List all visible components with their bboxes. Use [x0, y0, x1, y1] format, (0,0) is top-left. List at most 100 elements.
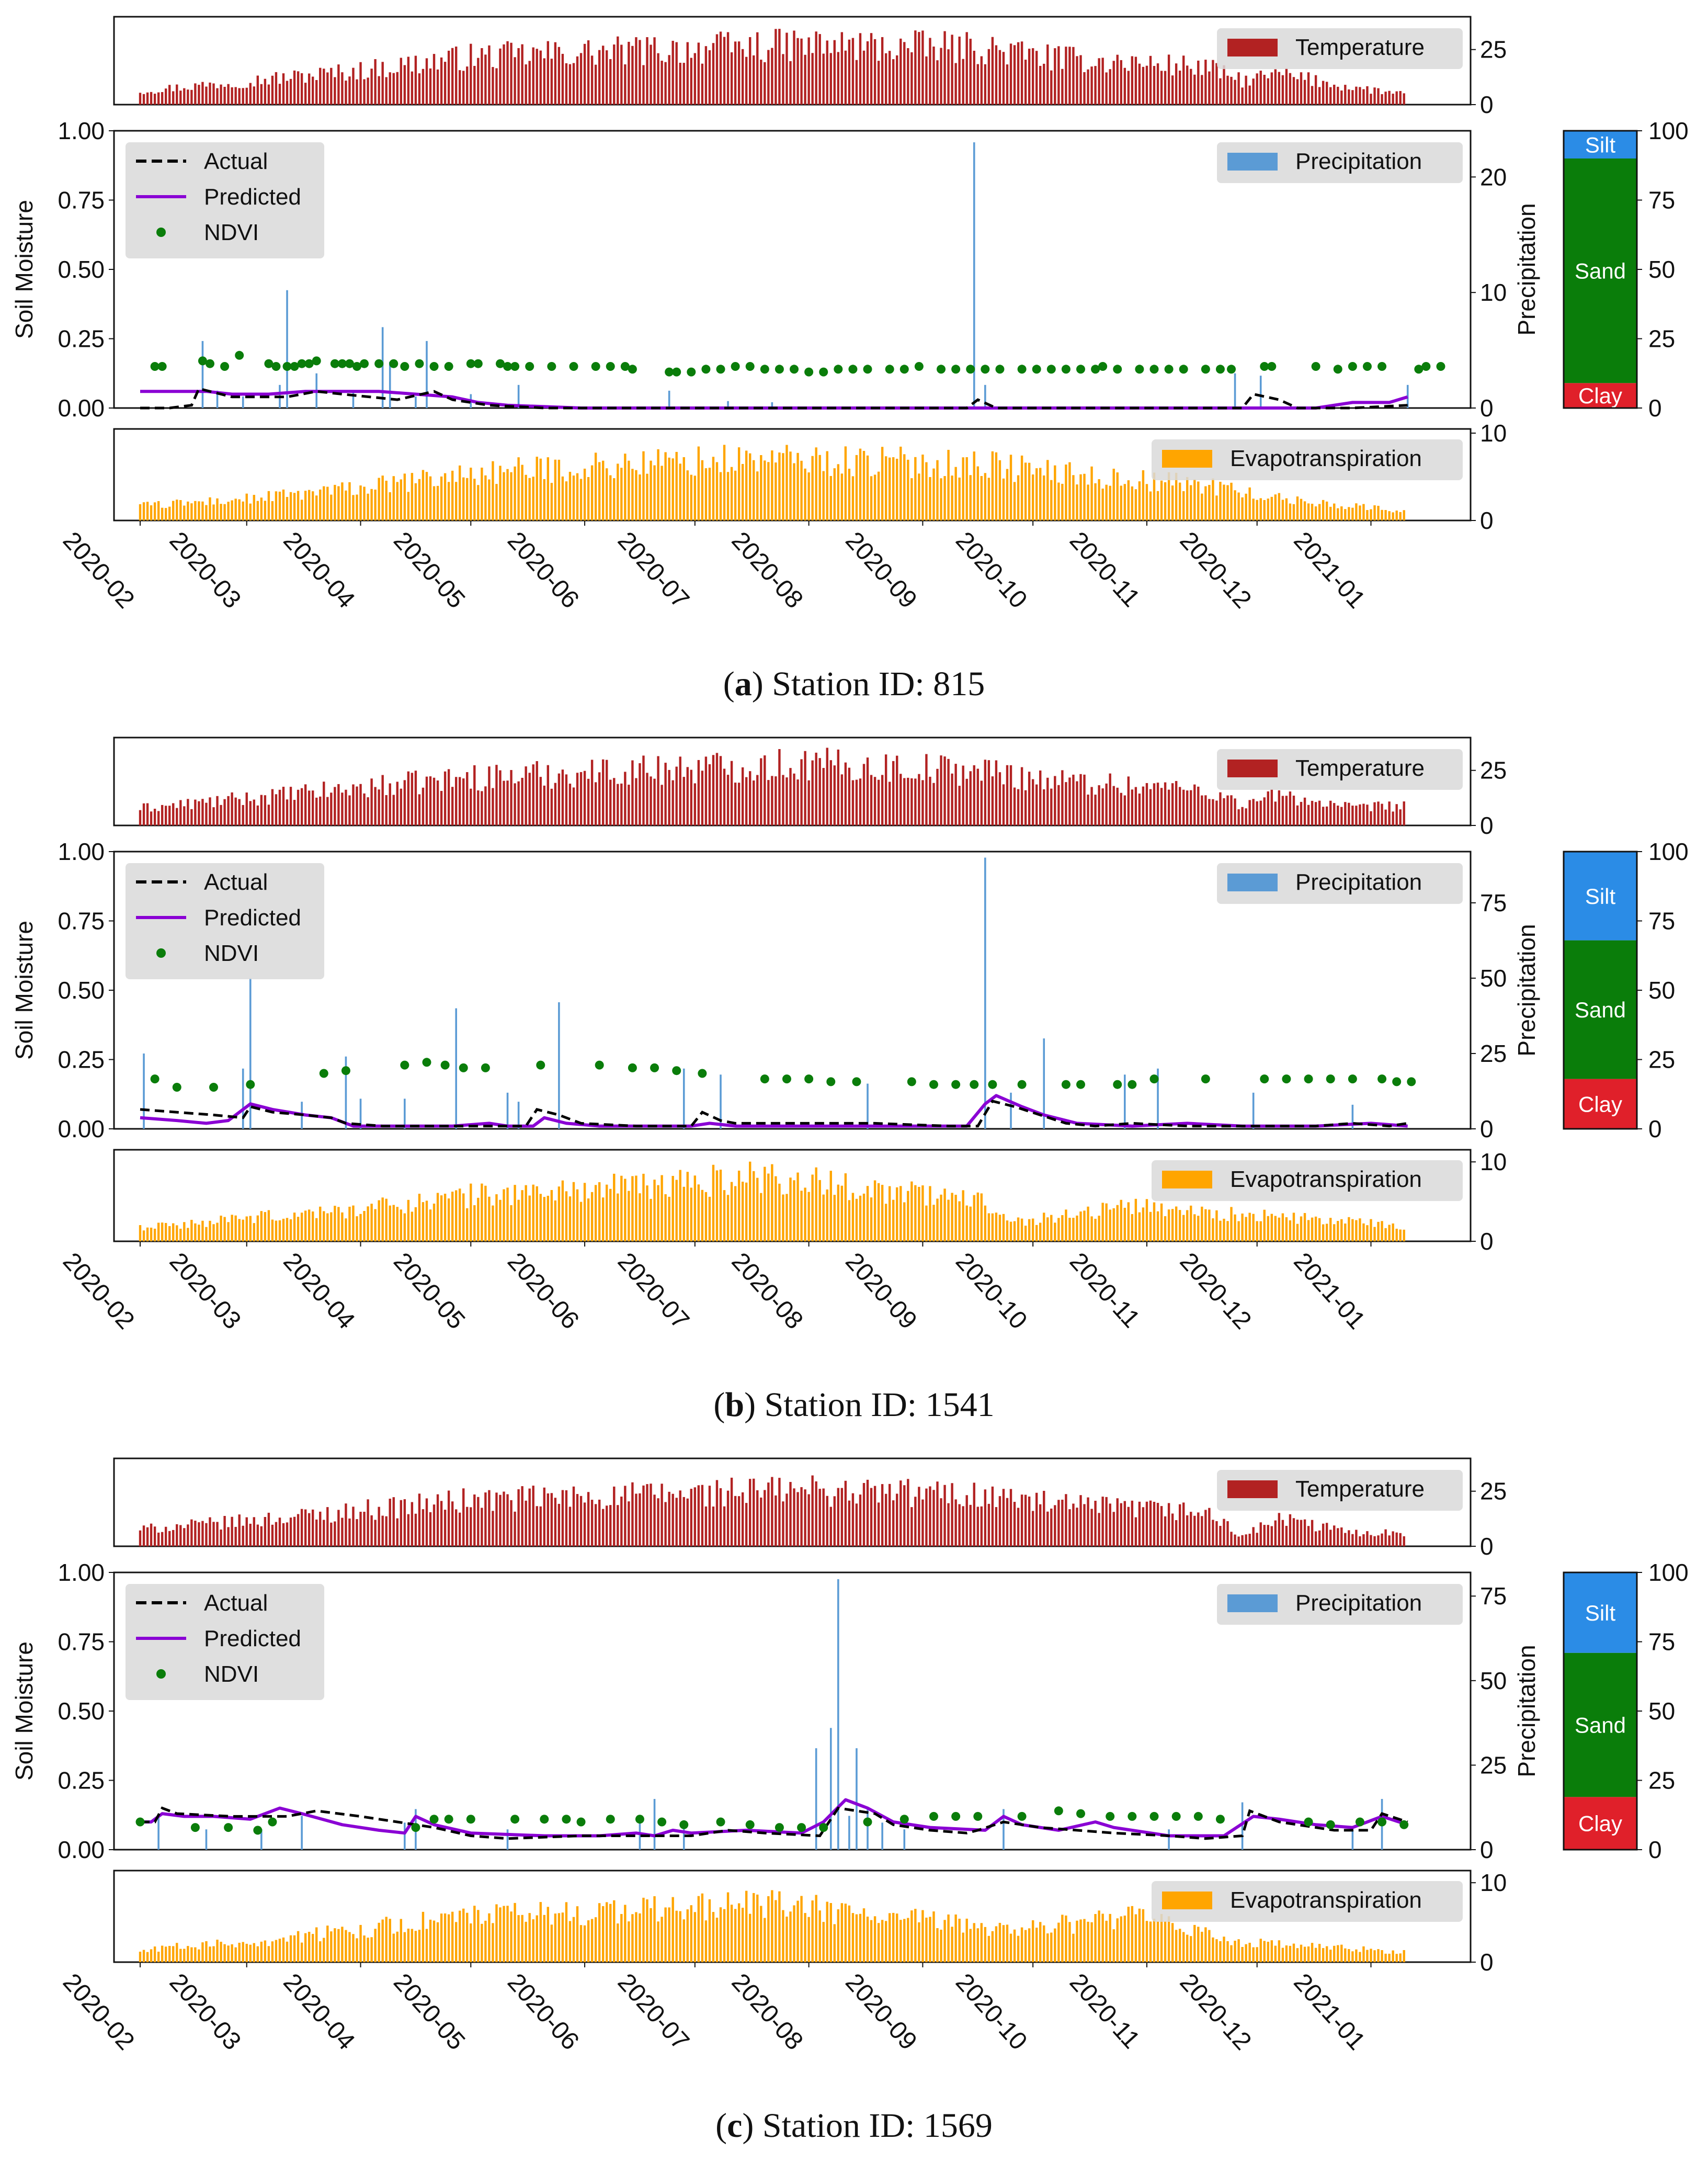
temperature-bar [1160, 788, 1163, 825]
evapotranspiration-bar [253, 1943, 255, 1962]
temperature-bar [561, 769, 564, 825]
evapotranspiration-bar [984, 1205, 987, 1241]
temperature-bar [1208, 799, 1211, 825]
evapotranspiration-bar [613, 478, 616, 520]
evapotranspiration-bar [1395, 511, 1398, 520]
temperature-bar [708, 50, 711, 105]
evapotranspiration-bar [1362, 1223, 1365, 1241]
evapotranspiration-bar [1337, 1945, 1339, 1962]
temperature-bar [929, 38, 931, 105]
temperature-bar [1259, 800, 1262, 825]
ndvi-point [360, 359, 369, 368]
evapotranspiration-bar [753, 460, 755, 520]
temperature-bar [1197, 786, 1200, 825]
temperature-bar [1083, 72, 1086, 105]
soil-texture-silt-label: Silt [1585, 1601, 1616, 1625]
evapotranspiration-bar [925, 1917, 928, 1962]
temperature-bar [1020, 767, 1023, 825]
precipitation-bar [216, 390, 219, 408]
temperature-bar [723, 768, 726, 825]
evapotranspiration-bar [1079, 1919, 1082, 1962]
evapotranspiration-bar [613, 1900, 616, 1962]
ndvi-point [389, 359, 398, 368]
temperature-bar [367, 797, 369, 825]
ndvi-point [1304, 1817, 1313, 1827]
evapotranspiration-bar [851, 1913, 855, 1962]
evapotranspiration-bar [367, 1938, 369, 1962]
temperature-bar [1028, 1496, 1031, 1546]
temperature-bar [598, 772, 601, 825]
evapotranspiration-bar [492, 1205, 494, 1241]
temperature-bar [1392, 94, 1394, 105]
temperature-bar [1197, 60, 1200, 105]
temperature-bar [855, 779, 858, 825]
temperature-bar [1087, 69, 1089, 105]
evapotranspiration-bar [209, 1220, 211, 1241]
temperature-bar [675, 42, 678, 105]
temperature-bar [1186, 790, 1189, 825]
evapotranspiration-bar [212, 504, 215, 520]
temperature-bar [231, 1516, 233, 1546]
temperature-bar [378, 1507, 380, 1546]
evapotranspiration-bar [1046, 460, 1049, 520]
evapotranspiration-bar [870, 1920, 873, 1962]
evapotranspiration-bar [859, 1913, 862, 1962]
soil-moisture-ytick-label: 0.50 [58, 1697, 105, 1725]
evapotranspiration-bar [282, 1218, 285, 1241]
ndvi-point [271, 362, 281, 371]
evapotranspiration-bar [1388, 1225, 1391, 1241]
temperature-bar [837, 52, 840, 105]
temperature-bar [646, 1484, 648, 1546]
precipitation-bar [881, 1822, 883, 1850]
temperature-bar [1076, 1508, 1078, 1546]
evapotranspiration-bar [168, 1226, 171, 1241]
evapotranspiration-bar [319, 489, 322, 520]
temperature-bar [227, 1527, 230, 1546]
evapotranspiration-bar [628, 1191, 630, 1241]
precipitation-bar [1157, 1068, 1159, 1129]
evapotranspiration-bar [609, 1904, 612, 1962]
evapotranspiration-bar [851, 476, 855, 520]
temperature-bar [818, 758, 821, 825]
ndvi-point [220, 362, 230, 371]
ndvi-point [466, 1815, 475, 1824]
evapotranspiration-bar [1340, 506, 1343, 520]
temperature-bar [429, 776, 432, 825]
evapotranspiration-bar [1156, 491, 1159, 520]
temperature-bar [965, 1495, 968, 1546]
soil-texture-ytick-label: 25 [1648, 325, 1675, 353]
temperature-bar [590, 55, 594, 105]
ndvi-point [429, 1815, 439, 1824]
temperature-bar [510, 1500, 513, 1546]
temperature-bar [532, 47, 534, 105]
evapotranspiration-bar [848, 1905, 851, 1962]
evapotranspiration-bar [539, 458, 542, 520]
evapotranspiration-bar [1182, 1932, 1185, 1962]
evapotranspiration-bar [1292, 1213, 1295, 1241]
precipitation-ytick-label: 0 [1480, 1115, 1494, 1142]
temperature-bar [745, 777, 748, 825]
temperature-bar [205, 1523, 208, 1546]
temperature-bar [1314, 1531, 1317, 1546]
x-tick-label: 2020-06 [502, 1968, 584, 2055]
evapotranspiration-bar [590, 465, 594, 520]
temperature-bar [1340, 1527, 1343, 1546]
temperature-bar [209, 82, 211, 105]
evapotranspiration-bar [1381, 1950, 1383, 1962]
temperature-bar [1204, 60, 1207, 105]
temperature-bar [216, 796, 219, 825]
temperature-bar [187, 799, 189, 825]
evapotranspiration-bar [1145, 1921, 1148, 1962]
temperature-bar [664, 62, 667, 105]
temperature-bar [1065, 782, 1067, 825]
evapotranspiration-bar [1153, 472, 1156, 520]
temperature-bar [440, 790, 443, 825]
temperature-bar [572, 1486, 575, 1546]
evapotranspiration-bar [734, 470, 737, 520]
temperature-bar [1112, 61, 1115, 105]
actual-line [140, 1806, 1408, 1840]
ndvi-point [1179, 365, 1188, 374]
evapotranspiration-bar [1149, 1921, 1152, 1962]
evapotranspiration-bar [418, 479, 421, 520]
temperature-bar [1270, 72, 1273, 105]
